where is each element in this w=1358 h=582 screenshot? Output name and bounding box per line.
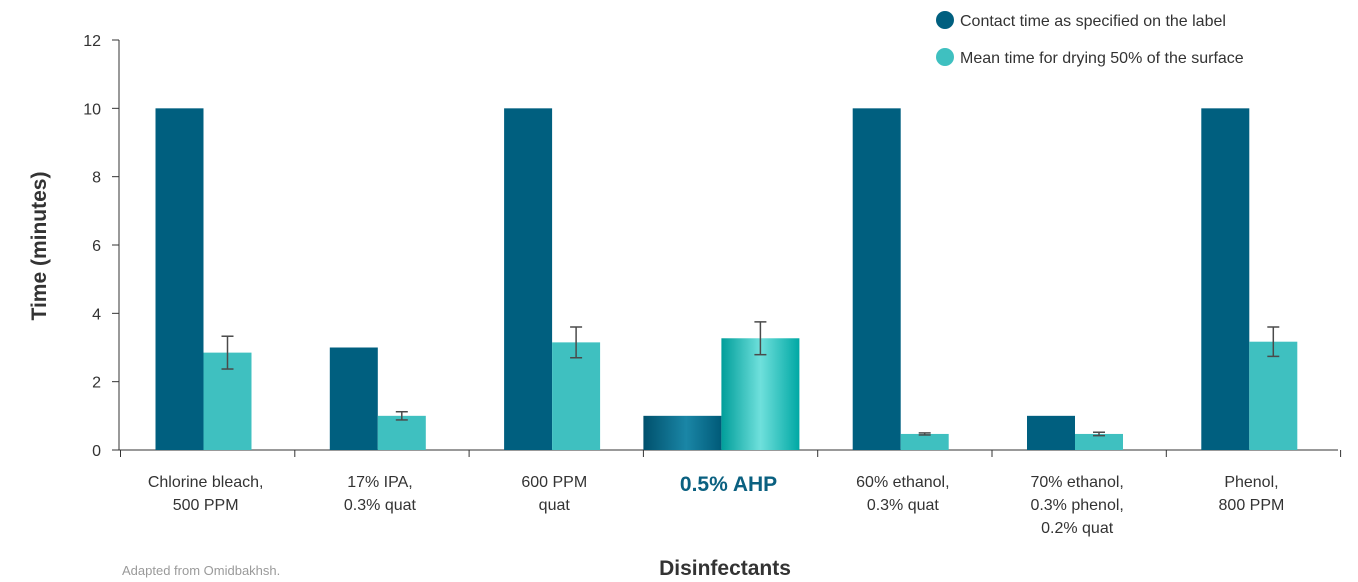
- axes: 0 2 4 6 8 10 12: [83, 33, 1342, 460]
- error-bars: [221, 321, 1280, 437]
- bar-contact-time: [329, 347, 378, 450]
- legend-swatch-drying-time: [936, 48, 954, 66]
- y-tick-label: 6: [92, 238, 101, 255]
- y-tick-label: 8: [92, 170, 101, 187]
- y-axis-title: Time (minutes): [28, 172, 51, 321]
- bar-contact-time: [1027, 415, 1075, 450]
- bar-drying-time: [1249, 341, 1298, 450]
- category-labels: Chlorine bleach, 500 PPM 17% IPA, 0.3% quat…: [148, 473, 1285, 537]
- x-category-label: 17% IPA, 0.3% quat: [344, 474, 417, 514]
- y-tick-label: 12: [83, 33, 101, 50]
- y-tick-label: 4: [92, 306, 101, 323]
- bar-drying-time: [552, 342, 601, 450]
- legend-label-drying-time: Mean time for drying 50% of the surface: [960, 50, 1244, 67]
- x-axis-title: Disinfectants: [659, 557, 791, 580]
- bar-drying-time: [377, 415, 426, 450]
- legend-label-contact-time: Contact time as specified on the label: [960, 13, 1226, 30]
- bar-contact-time: [852, 108, 901, 450]
- bar-drying-time: [721, 338, 800, 450]
- legend: Contact time as specified on the label M…: [936, 11, 1244, 67]
- x-category-label: Phenol, 800 PPM: [1219, 474, 1285, 514]
- bar-contact-time: [1201, 108, 1250, 450]
- x-category-label: 0.5% AHP: [680, 473, 777, 496]
- y-tick-label: 10: [83, 101, 101, 118]
- x-category-label: 60% ethanol, 0.3% quat: [856, 474, 949, 514]
- x-category-label: 70% ethanol, 0.3% phenol, 0.2% quat: [1030, 474, 1123, 537]
- y-tick-label: 0: [92, 443, 101, 460]
- x-category-label: 600 PPM quat: [521, 474, 587, 514]
- bar-contact-time: [155, 108, 204, 450]
- source-note: Adapted from Omidbakhsh.: [122, 563, 280, 578]
- x-category-label: Chlorine bleach, 500 PPM: [148, 474, 264, 514]
- bars: [155, 108, 1298, 450]
- y-tick-label: 2: [92, 375, 101, 392]
- bar-contact-time: [643, 415, 722, 450]
- bar-drying-time: [900, 433, 949, 450]
- legend-swatch-contact-time: [936, 11, 954, 29]
- bar-contact-time: [504, 108, 553, 450]
- bar-drying-time: [1075, 433, 1123, 450]
